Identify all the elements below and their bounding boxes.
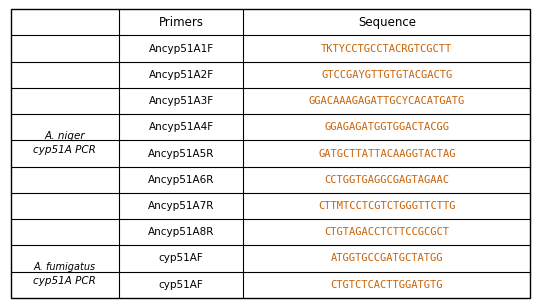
Text: GATGCTTATTACAAGGTACTAG: GATGCTTATTACAAGGTACTAG	[318, 149, 456, 158]
Text: Ancyp51A5R: Ancyp51A5R	[148, 149, 214, 158]
Text: TKTYCCTGCCTACRGTCGCTT: TKTYCCTGCCTACRGTCGCTT	[321, 44, 452, 53]
Text: Primers: Primers	[159, 16, 204, 29]
Text: Ancyp51A8R: Ancyp51A8R	[148, 227, 214, 237]
Text: A. fumigatus: A. fumigatus	[34, 262, 96, 272]
Text: Ancyp51A1F: Ancyp51A1F	[149, 44, 214, 53]
Text: Ancyp51A2F: Ancyp51A2F	[149, 70, 214, 80]
Text: cyp51AF: cyp51AF	[159, 280, 203, 290]
Text: CTTMTCCTCGTCTGGGTTCTTG: CTTMTCCTCGTCTGGGTTCTTG	[318, 201, 456, 211]
Text: Ancyp51A6R: Ancyp51A6R	[148, 175, 214, 185]
Text: A. niger: A. niger	[44, 131, 85, 141]
Text: Sequence: Sequence	[358, 16, 416, 29]
Text: GGACAAAGAGATTGCYCACATGATG: GGACAAAGAGATTGCYCACATGATG	[309, 96, 465, 106]
Text: CTGTCTCACTTGGATGTG: CTGTCTCACTTGGATGTG	[331, 280, 443, 290]
Text: Ancyp51A4F: Ancyp51A4F	[149, 122, 214, 132]
Text: cyp51A PCR: cyp51A PCR	[34, 276, 96, 286]
Text: GTCCGAYGTTGTGTACGACTG: GTCCGAYGTTGTGTACGACTG	[321, 70, 452, 80]
Text: cyp51AF: cyp51AF	[159, 254, 203, 263]
Text: ATGGTGCCGATGCTATGG: ATGGTGCCGATGCTATGG	[331, 254, 443, 263]
Text: Ancyp51A3F: Ancyp51A3F	[149, 96, 214, 106]
Text: CTGTAGACCTCTTCCGCGCT: CTGTAGACCTCTTCCGCGCT	[324, 227, 450, 237]
Text: Ancyp51A7R: Ancyp51A7R	[148, 201, 214, 211]
Text: cyp51A PCR: cyp51A PCR	[34, 145, 96, 154]
Text: CCTGGTGAGGCGAGTAGAAC: CCTGGTGAGGCGAGTAGAAC	[324, 175, 450, 185]
Text: GGAGAGATGGTGGACTACGG: GGAGAGATGGTGGACTACGG	[324, 122, 450, 132]
